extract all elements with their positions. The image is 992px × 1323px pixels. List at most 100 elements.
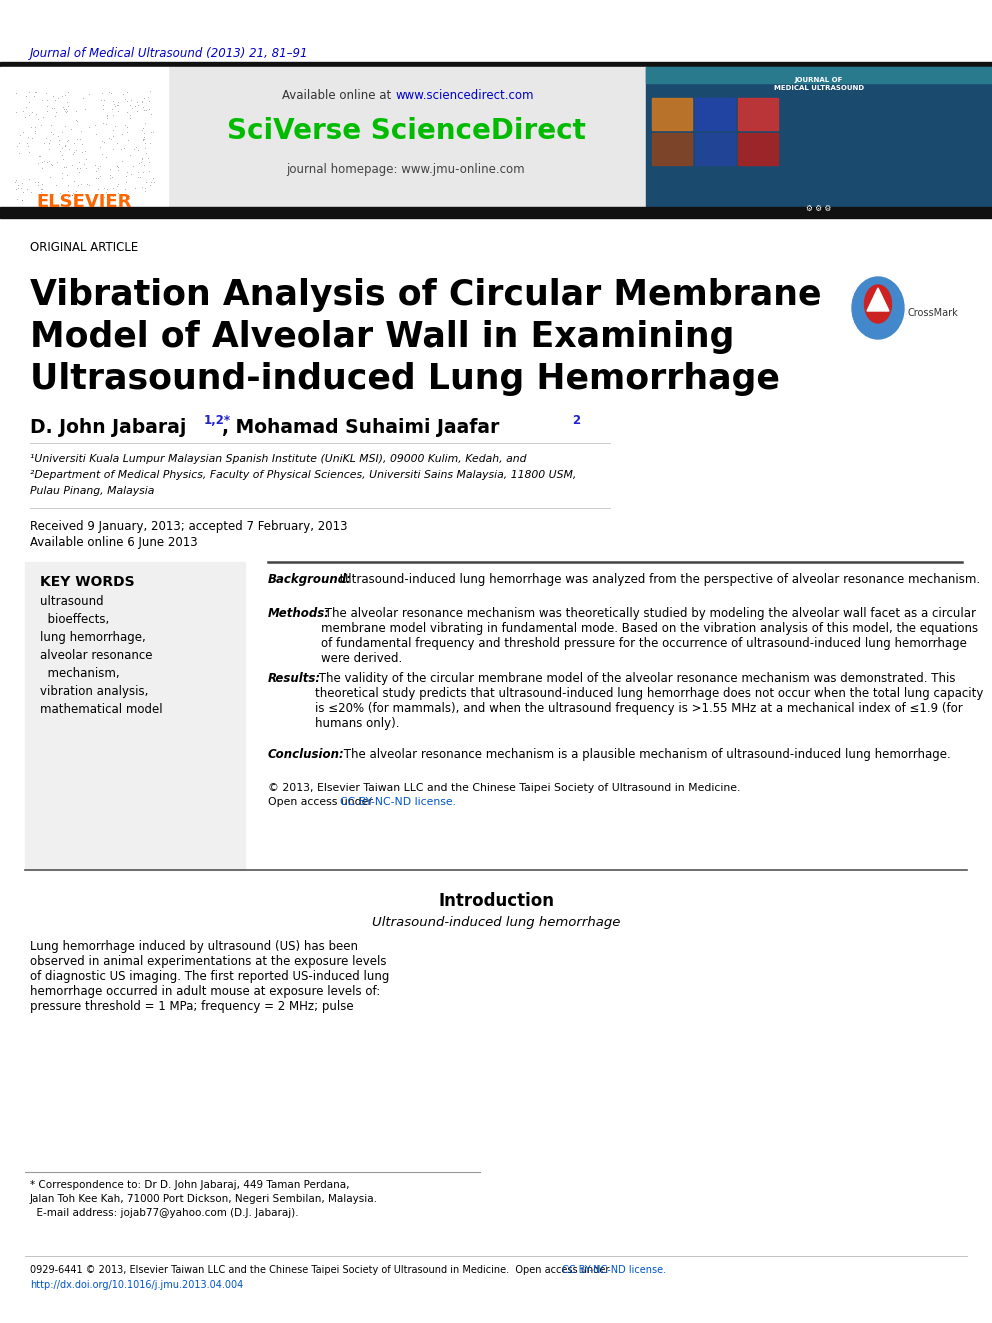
Point bbox=[71, 161, 87, 183]
Text: , Mohamad Suhaimi Jaafar: , Mohamad Suhaimi Jaafar bbox=[222, 418, 506, 437]
Point bbox=[34, 151, 50, 172]
Point bbox=[64, 184, 80, 205]
Point bbox=[92, 165, 108, 187]
Bar bbox=[695, 98, 735, 130]
Text: The alveolar resonance mechanism was theoretically studied by modeling the alveo: The alveolar resonance mechanism was the… bbox=[321, 607, 978, 665]
Point bbox=[116, 138, 132, 159]
Point bbox=[146, 172, 162, 193]
Bar bbox=[0, 206, 992, 218]
Point bbox=[119, 102, 135, 123]
Point bbox=[64, 184, 80, 205]
Point bbox=[92, 136, 108, 157]
Point bbox=[57, 156, 72, 177]
Text: 0929-6441 © 2013, Elsevier Taiwan LLC and the Chinese Taipei Society of Ultrasou: 0929-6441 © 2013, Elsevier Taiwan LLC an… bbox=[30, 1265, 612, 1275]
Point bbox=[20, 127, 36, 148]
Point bbox=[26, 86, 42, 107]
Point bbox=[27, 116, 43, 138]
Point bbox=[105, 90, 121, 111]
Point bbox=[93, 90, 109, 111]
Text: Pulau Pinang, Malaysia: Pulau Pinang, Malaysia bbox=[30, 486, 155, 496]
Point bbox=[109, 94, 125, 115]
Point bbox=[94, 143, 110, 164]
Point bbox=[81, 116, 97, 138]
Point bbox=[21, 142, 37, 163]
Point bbox=[76, 153, 92, 175]
Text: ORIGINAL ARTICLE: ORIGINAL ARTICLE bbox=[30, 241, 138, 254]
Text: CC BY-NC-ND license.: CC BY-NC-ND license. bbox=[340, 796, 456, 807]
Point bbox=[28, 103, 44, 124]
Point bbox=[28, 82, 44, 103]
Point bbox=[50, 87, 65, 108]
Point bbox=[58, 135, 73, 156]
Point bbox=[137, 180, 153, 201]
Point bbox=[141, 151, 157, 172]
Point bbox=[41, 132, 57, 153]
Text: Results:: Results: bbox=[268, 672, 321, 685]
Point bbox=[134, 148, 150, 169]
Point bbox=[136, 127, 152, 148]
Polygon shape bbox=[867, 288, 889, 311]
Point bbox=[59, 98, 74, 119]
Point bbox=[24, 102, 40, 123]
Point bbox=[98, 181, 114, 202]
Point bbox=[104, 98, 120, 119]
Point bbox=[60, 131, 75, 152]
Text: Ultrasound-induced lung hemorrhage was analyzed from the perspective of alveolar: Ultrasound-induced lung hemorrhage was a… bbox=[336, 573, 980, 586]
Text: © 2013, Elsevier Taiwan LLC and the Chinese Taipei Society of Ultrasound in Medi: © 2013, Elsevier Taiwan LLC and the Chin… bbox=[268, 783, 740, 792]
Text: Ultrasound-induced lung hemorrhage: Ultrasound-induced lung hemorrhage bbox=[372, 916, 620, 929]
Point bbox=[95, 98, 111, 119]
Point bbox=[11, 132, 27, 153]
Point bbox=[39, 151, 55, 172]
Point bbox=[11, 143, 27, 164]
Point bbox=[47, 106, 62, 127]
Point bbox=[43, 153, 59, 175]
Point bbox=[15, 101, 31, 122]
Point bbox=[23, 116, 39, 138]
Point bbox=[136, 128, 152, 149]
Point bbox=[126, 139, 142, 160]
Point bbox=[122, 105, 138, 126]
Point bbox=[140, 147, 156, 168]
Point bbox=[105, 105, 121, 126]
Point bbox=[122, 94, 138, 115]
Point bbox=[13, 177, 29, 198]
Point bbox=[68, 110, 84, 131]
Point bbox=[32, 146, 48, 167]
Point bbox=[145, 122, 161, 143]
Point bbox=[105, 177, 121, 198]
Point bbox=[64, 155, 80, 176]
Point bbox=[69, 157, 85, 179]
Point bbox=[115, 83, 131, 105]
Point bbox=[30, 175, 46, 196]
Point bbox=[38, 127, 54, 148]
Point bbox=[103, 128, 119, 149]
Point bbox=[141, 90, 157, 111]
Text: Lung hemorrhage induced by ultrasound (US) has been: Lung hemorrhage induced by ultrasound (U… bbox=[30, 941, 358, 953]
Point bbox=[14, 172, 30, 193]
Point bbox=[102, 188, 118, 209]
Bar bbox=[646, 67, 992, 83]
Point bbox=[120, 130, 136, 151]
Ellipse shape bbox=[864, 284, 892, 323]
Point bbox=[119, 161, 135, 183]
Point bbox=[109, 176, 125, 197]
Point bbox=[66, 132, 82, 153]
Point bbox=[45, 123, 61, 144]
Point bbox=[54, 86, 69, 107]
Point bbox=[96, 131, 112, 152]
Text: Journal of Medical Ultrasound (2013) 21, 81–91: Journal of Medical Ultrasound (2013) 21,… bbox=[30, 48, 309, 60]
Point bbox=[134, 147, 150, 168]
Text: Model of Alveolar Wall in Examining: Model of Alveolar Wall in Examining bbox=[30, 320, 734, 355]
Point bbox=[75, 87, 91, 108]
Point bbox=[15, 181, 31, 202]
Point bbox=[41, 151, 57, 172]
Point bbox=[39, 90, 55, 111]
Point bbox=[72, 128, 88, 149]
Point bbox=[112, 189, 128, 210]
Bar bbox=[738, 98, 778, 130]
Point bbox=[101, 82, 117, 103]
Point bbox=[99, 179, 115, 200]
Text: vibration analysis,: vibration analysis, bbox=[40, 685, 149, 699]
Bar bbox=[0, 62, 992, 67]
Point bbox=[125, 155, 141, 176]
